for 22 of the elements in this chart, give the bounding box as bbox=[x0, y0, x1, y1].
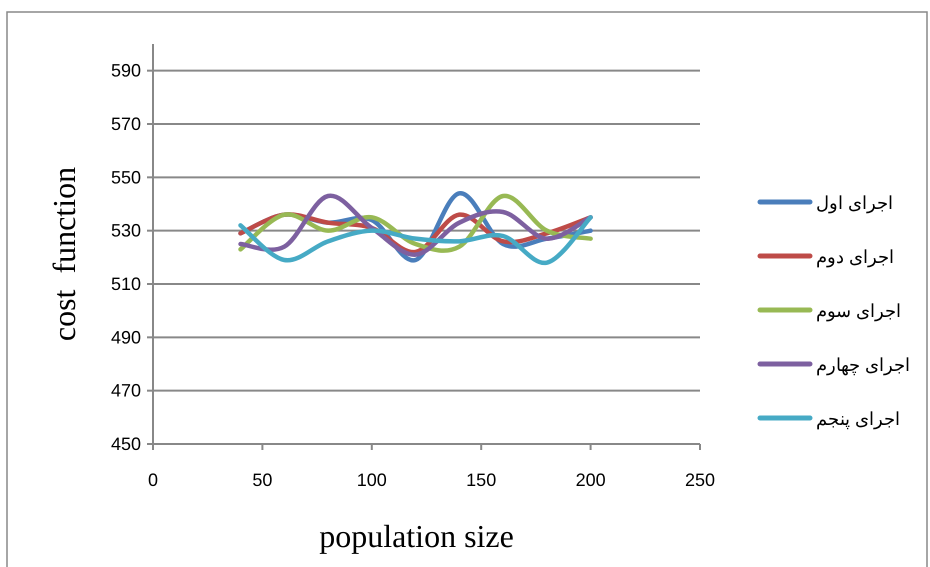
x-axis-title: population size bbox=[319, 518, 514, 554]
y-tick-label: 470 bbox=[110, 380, 141, 401]
x-tick-label: 250 bbox=[684, 470, 716, 490]
line-series bbox=[238, 215, 593, 266]
y-tick-label: 510 bbox=[110, 274, 141, 294]
x-tick-label: 150 bbox=[466, 470, 496, 490]
x-tick-label: 0 bbox=[148, 470, 158, 490]
legend-label: اجرای دوم bbox=[816, 247, 894, 268]
legend-label: اجرای سوم bbox=[816, 301, 902, 322]
legend-label: اجرای اول bbox=[816, 193, 894, 214]
x-tick-label: 200 bbox=[576, 470, 606, 490]
y-tick-label: 590 bbox=[110, 60, 141, 81]
x-tick-label: 50 bbox=[252, 470, 272, 490]
legend-label: اجرای چهارم bbox=[816, 355, 910, 376]
y-tick-label: 450 bbox=[110, 434, 141, 454]
y-tick-label: 490 bbox=[110, 327, 141, 348]
y-tick-label: 570 bbox=[110, 114, 141, 134]
y-axis-title: cost function bbox=[46, 166, 82, 342]
x-tick-label: 100 bbox=[356, 470, 387, 490]
y-tick-label: 550 bbox=[110, 167, 141, 188]
legend-label: اجرای پنجم bbox=[816, 409, 900, 430]
y-tick-label: 530 bbox=[110, 220, 141, 241]
